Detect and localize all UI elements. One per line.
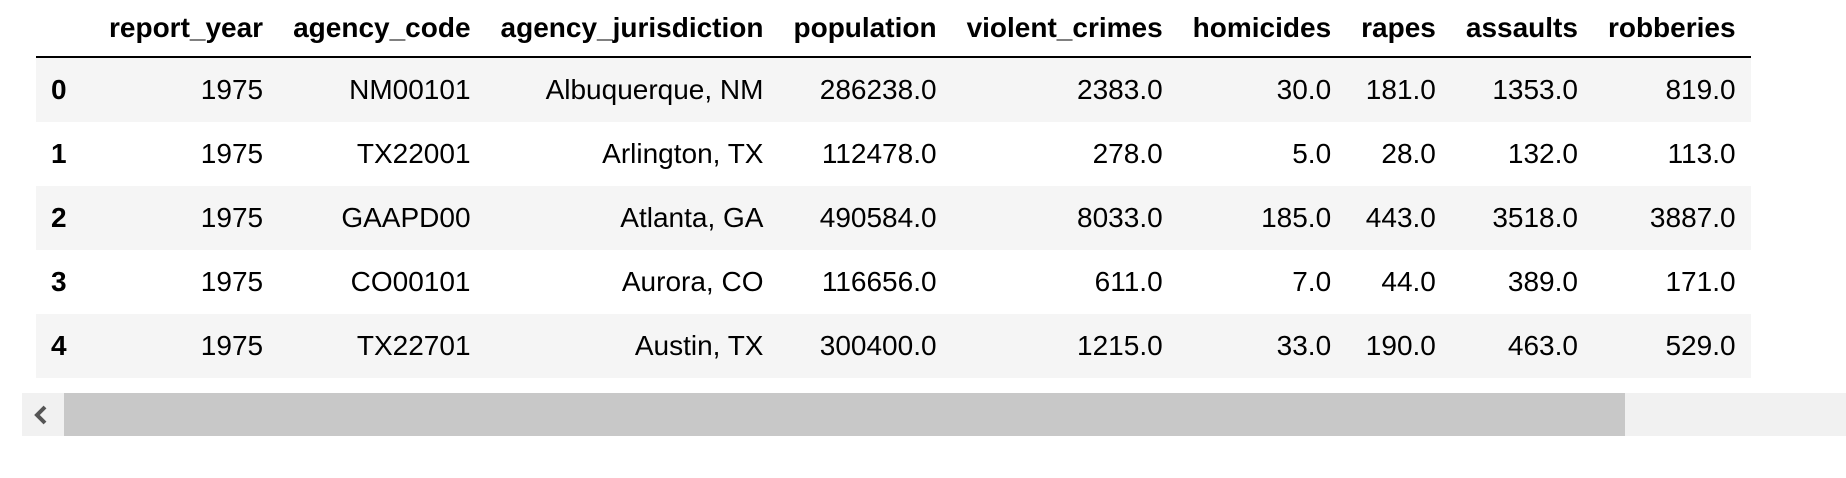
scroll-left-button[interactable] <box>22 393 64 436</box>
cell-violent-crimes: 1215.0 <box>1077 330 1163 361</box>
cell-population: 116656.0 <box>821 266 937 297</box>
index-header <box>36 0 94 58</box>
cell-violent-crimes: 278.0 <box>1092 138 1163 169</box>
cell-violent-crimes: 2383.0 <box>1077 74 1163 105</box>
cell-homicides: 7.0 <box>1292 266 1332 297</box>
cell-robberies: 171.0 <box>1665 266 1736 297</box>
cell-report-year: 1975 <box>200 74 264 105</box>
column-header-population: population <box>778 0 952 58</box>
table-row: 3 1975 CO00101 Aurora, CO 116656.0 611.0… <box>36 250 1751 314</box>
horizontal-scrollbar[interactable] <box>22 393 1846 436</box>
cell-population: 300400.0 <box>819 330 937 361</box>
cell-population: 286238.0 <box>819 74 937 105</box>
column-header-agency-code: agency_code <box>278 0 486 58</box>
dataframe-table: report_year agency_code agency_jurisdict… <box>36 0 1751 378</box>
cell-agency-jurisdiction: Austin, TX <box>634 330 764 361</box>
cell-homicides: 30.0 <box>1276 74 1332 105</box>
table-row: 1 1975 TX22001 Arlington, TX 112478.0 27… <box>36 122 1751 186</box>
header-row: report_year agency_code agency_jurisdict… <box>36 0 1751 58</box>
row-index: 0 <box>51 74 67 105</box>
cell-report-year: 1975 <box>200 330 264 361</box>
cell-robberies: 113.0 <box>1667 138 1736 169</box>
cell-violent-crimes: 8033.0 <box>1077 202 1163 233</box>
column-header-rapes: rapes <box>1346 0 1451 58</box>
cell-report-year: 1975 <box>200 266 264 297</box>
cell-violent-crimes: 611.0 <box>1094 266 1163 297</box>
column-header-report-year: report_year <box>94 0 279 58</box>
scroll-thumb[interactable] <box>64 393 1625 436</box>
cell-agency-jurisdiction: Arlington, TX <box>602 138 764 169</box>
row-index: 1 <box>51 138 67 169</box>
cell-robberies: 819.0 <box>1665 74 1736 105</box>
cell-population: 112478.0 <box>821 138 937 169</box>
cell-report-year: 1975 <box>200 202 264 233</box>
cell-homicides: 33.0 <box>1276 330 1332 361</box>
cell-rapes: 190.0 <box>1365 330 1436 361</box>
column-header-agency-jurisdiction: agency_jurisdiction <box>485 0 779 58</box>
row-index: 2 <box>51 202 67 233</box>
cell-homicides: 185.0 <box>1261 202 1332 233</box>
cell-assaults: 389.0 <box>1507 266 1578 297</box>
cell-agency-jurisdiction: Atlanta, GA <box>620 202 764 233</box>
chevron-left-icon <box>34 405 47 425</box>
cell-robberies: 529.0 <box>1665 330 1736 361</box>
cell-rapes: 443.0 <box>1365 202 1436 233</box>
dataframe-container: report_year agency_code agency_jurisdict… <box>36 0 1751 378</box>
column-header-assaults: assaults <box>1450 0 1593 58</box>
cell-assaults: 1353.0 <box>1492 74 1578 105</box>
table-row: 2 1975 GAAPD00 Atlanta, GA 490584.0 8033… <box>36 186 1751 250</box>
cell-homicides: 5.0 <box>1292 138 1332 169</box>
cell-agency-code: GAAPD00 <box>341 202 471 233</box>
table-row: 4 1975 TX22701 Austin, TX 300400.0 1215.… <box>36 314 1751 378</box>
table-row: 0 1975 NM00101 Albuquerque, NM 286238.0 … <box>36 57 1751 122</box>
cell-assaults: 3518.0 <box>1492 202 1578 233</box>
cell-assaults: 463.0 <box>1507 330 1578 361</box>
cell-rapes: 181.0 <box>1365 74 1436 105</box>
cell-assaults: 132.0 <box>1507 138 1578 169</box>
row-index: 3 <box>51 266 67 297</box>
row-index: 4 <box>51 330 67 361</box>
cell-robberies: 3887.0 <box>1649 202 1736 233</box>
column-header-robberies: robberies <box>1592 0 1751 58</box>
cell-agency-code: TX22701 <box>356 330 471 361</box>
cell-agency-jurisdiction: Albuquerque, NM <box>545 74 764 105</box>
cell-rapes: 28.0 <box>1381 138 1436 169</box>
cell-agency-code: CO00101 <box>350 266 471 297</box>
cell-agency-code: TX22001 <box>356 138 471 169</box>
cell-population: 490584.0 <box>819 202 937 233</box>
cell-agency-jurisdiction: Aurora, CO <box>621 266 764 297</box>
cell-report-year: 1975 <box>200 138 264 169</box>
column-header-homicides: homicides <box>1177 0 1347 58</box>
column-header-violent-crimes: violent_crimes <box>951 0 1178 58</box>
cell-agency-code: NM00101 <box>349 74 471 105</box>
cell-rapes: 44.0 <box>1381 266 1436 297</box>
